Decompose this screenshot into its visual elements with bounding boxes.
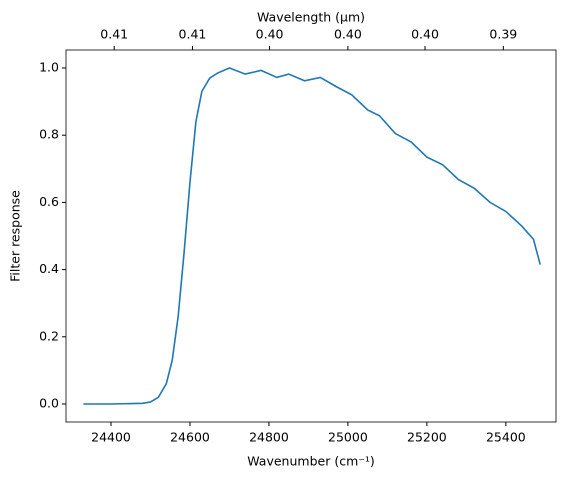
y-tick-label: 0.2 xyxy=(39,328,59,343)
line xyxy=(83,67,541,405)
top-tick-label: 0.40 xyxy=(334,27,362,42)
x-tick-label: 24600 xyxy=(170,430,210,445)
y-tick-label: 0.0 xyxy=(39,395,59,410)
x-tick-label: 25200 xyxy=(407,430,447,445)
top-tick-label: 0.41 xyxy=(100,27,128,42)
top-tick-label: 0.39 xyxy=(489,27,517,42)
x-axis-label: Wavenumber (cm⁻¹) xyxy=(247,454,374,469)
y-tick-label: 0.6 xyxy=(39,194,59,209)
x-tick-label: 25000 xyxy=(328,430,368,445)
plot-frame xyxy=(65,49,557,423)
top-axis-label: Wavelength (μm) xyxy=(257,10,365,25)
x-tick-label: 25400 xyxy=(486,430,526,445)
y-tick-label: 1.0 xyxy=(39,60,59,75)
y-tick-label: 0.4 xyxy=(39,261,59,276)
top-tick-label: 0.41 xyxy=(179,27,207,42)
y-axis-label: Filter response xyxy=(8,190,23,282)
top-tick-label: 0.40 xyxy=(256,27,284,42)
x-tick-label: 24400 xyxy=(91,430,131,445)
x-tick-label: 24800 xyxy=(249,430,289,445)
y-tick-label: 0.8 xyxy=(39,127,59,142)
top-tick-label: 0.40 xyxy=(411,27,439,42)
